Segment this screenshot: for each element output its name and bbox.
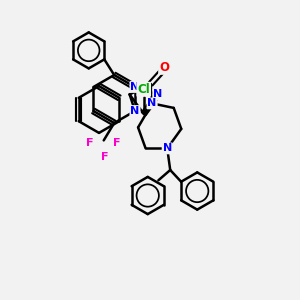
Text: N: N [130,106,140,116]
Text: Cl: Cl [137,83,150,96]
Text: O: O [159,61,169,74]
Text: N: N [153,89,163,99]
Text: F: F [101,152,109,162]
Text: F: F [86,138,94,148]
Text: F: F [113,138,121,148]
Text: N: N [148,98,157,108]
Text: N: N [130,82,140,92]
Text: N: N [163,143,172,153]
